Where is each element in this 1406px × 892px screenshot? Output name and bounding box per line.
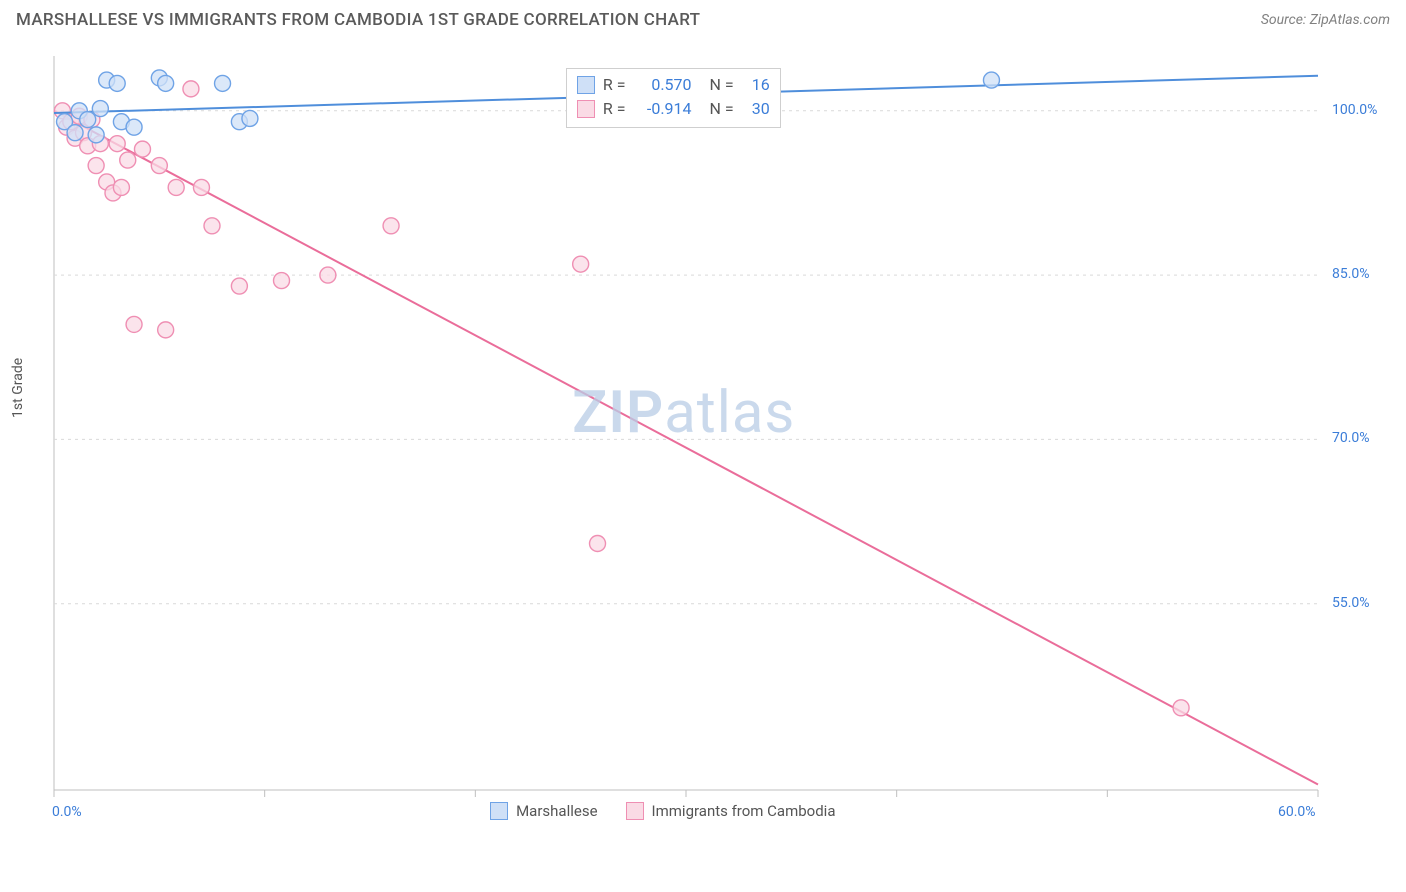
chart-source: Source: ZipAtlas.com: [1261, 12, 1390, 28]
stat-r-value: -0.914: [634, 97, 692, 121]
legend-item: Marshallese: [490, 802, 597, 820]
stat-n-value: 16: [742, 73, 770, 97]
legend-series-name: Marshallese: [516, 802, 597, 820]
y-tick-label: 100.0%: [1332, 102, 1377, 118]
stat-n-value: 30: [742, 97, 770, 121]
chart-title: MARSHALLESE VS IMMIGRANTS FROM CAMBODIA …: [16, 10, 700, 30]
y-tick-label: 70.0%: [1332, 430, 1370, 446]
scatter-plot: [48, 50, 1388, 830]
stat-r-label: R =: [603, 97, 626, 121]
x-tick-label: 0.0%: [52, 804, 82, 820]
chart-header: MARSHALLESE VS IMMIGRANTS FROM CAMBODIA …: [0, 0, 1406, 36]
legend-swatch: [577, 76, 595, 94]
chart-container: 1st Grade ZIPatlas R =0.570N =16R =-0.91…: [48, 50, 1388, 830]
legend-stat-row: R = -0.914 N = 30: [577, 97, 770, 121]
legend-swatch: [490, 802, 508, 820]
stat-r-label: R =: [603, 73, 626, 97]
stat-n-label: N =: [710, 97, 734, 121]
legend-stat-row: R = 0.570 N = 16: [577, 73, 770, 97]
legend-swatch: [626, 802, 644, 820]
y-tick-label: 55.0%: [1332, 595, 1370, 611]
legend-swatch: [577, 100, 595, 118]
series-legend: Marshallese Immigrants from Cambodia: [490, 802, 835, 820]
stat-n-label: N =: [710, 73, 734, 97]
x-tick-label: 60.0%: [1278, 804, 1316, 820]
correlation-legend: R = 0.570 N = 16 R = -0.914 N = 30: [566, 68, 781, 128]
legend-item: Immigrants from Cambodia: [626, 802, 836, 820]
y-tick-label: 85.0%: [1332, 266, 1370, 282]
legend-series-name: Immigrants from Cambodia: [652, 802, 836, 820]
y-axis-label: 1st Grade: [10, 358, 26, 418]
stat-r-value: 0.570: [634, 73, 692, 97]
